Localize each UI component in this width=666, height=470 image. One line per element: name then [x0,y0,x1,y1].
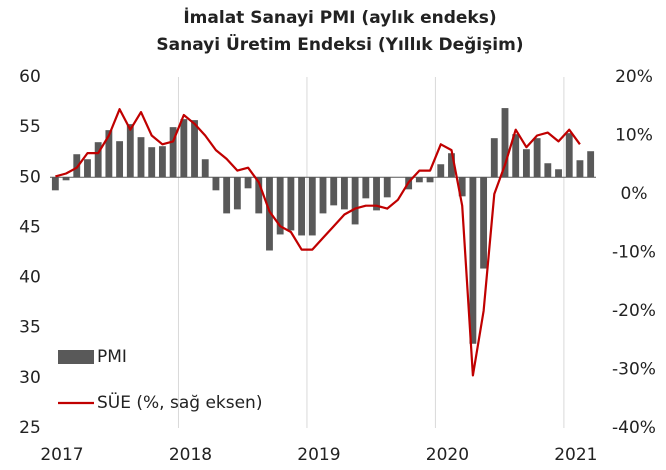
bar [212,177,220,191]
bar [533,138,541,178]
bar [105,130,113,178]
y2-tick-label: -20% [612,301,656,321]
x-tick-label: 2017 [40,445,83,465]
y2-tick-label: 10% [615,126,653,146]
bar [351,177,359,225]
bar [148,147,156,178]
y2-tick-label: -40% [612,418,656,438]
bar [308,177,316,236]
y-tick-label: 25 [19,418,41,438]
bar [244,177,252,189]
bar [94,142,102,178]
bar [191,120,198,178]
bar [555,169,562,178]
bar [126,124,134,178]
y-tick-label: 30 [19,368,41,388]
bar [501,108,509,178]
x-tick-label: 2018 [169,445,212,465]
bar [448,153,455,178]
bar [512,134,520,178]
y2-tick-label: -10% [612,243,656,263]
y2-tick-label: -30% [612,360,656,380]
bar [73,154,81,178]
y-tick-label: 35 [19,318,41,338]
bar [565,133,573,178]
bar [266,177,273,251]
bar [426,177,434,183]
chart-title: İmalat Sanayi PMI (aylık endeks) [183,6,496,28]
bar [480,177,488,269]
y2-tick-label: 0% [621,184,648,204]
bar [255,177,263,214]
bar [233,177,241,210]
y-tick-label: 50 [19,167,41,187]
bar [319,177,327,214]
bar [490,138,498,178]
bar [373,177,380,211]
x-tick-label: 2019 [297,445,340,465]
bar [287,177,295,231]
bar [276,177,284,235]
bar [84,159,91,178]
y2-tick-label: 20% [615,67,653,87]
chart-subtitle: Sanayi Üretim Endeksi (Yıllık Değişim) [156,33,523,55]
y-tick-label: 40 [19,268,41,288]
legend-label: PMI [97,347,127,367]
legend-swatch [58,350,94,364]
bar [169,127,177,178]
bar [158,146,166,178]
bar [330,177,338,206]
bar [576,160,584,178]
y-tick-label: 55 [19,117,41,137]
bar [544,163,552,178]
bar [458,177,466,197]
bar [201,159,209,178]
bar [522,149,530,178]
bar [340,177,348,210]
bar [137,137,145,178]
legend-label: SÜE (%, sağ eksen) [97,391,262,413]
bar [469,177,477,344]
bar [180,119,188,178]
y-tick-label: 45 [19,217,41,237]
bar [223,177,231,214]
bar [62,177,70,181]
line [55,108,581,377]
bar [362,177,370,199]
bar [587,151,595,178]
bar [415,177,423,183]
bar [298,177,306,236]
bar [116,141,124,178]
y-tick-label: 60 [19,67,41,87]
bar [51,177,59,191]
bar [383,177,391,198]
x-tick-label: 2021 [554,445,597,465]
bar [437,164,445,178]
x-tick-label: 2020 [426,445,469,465]
